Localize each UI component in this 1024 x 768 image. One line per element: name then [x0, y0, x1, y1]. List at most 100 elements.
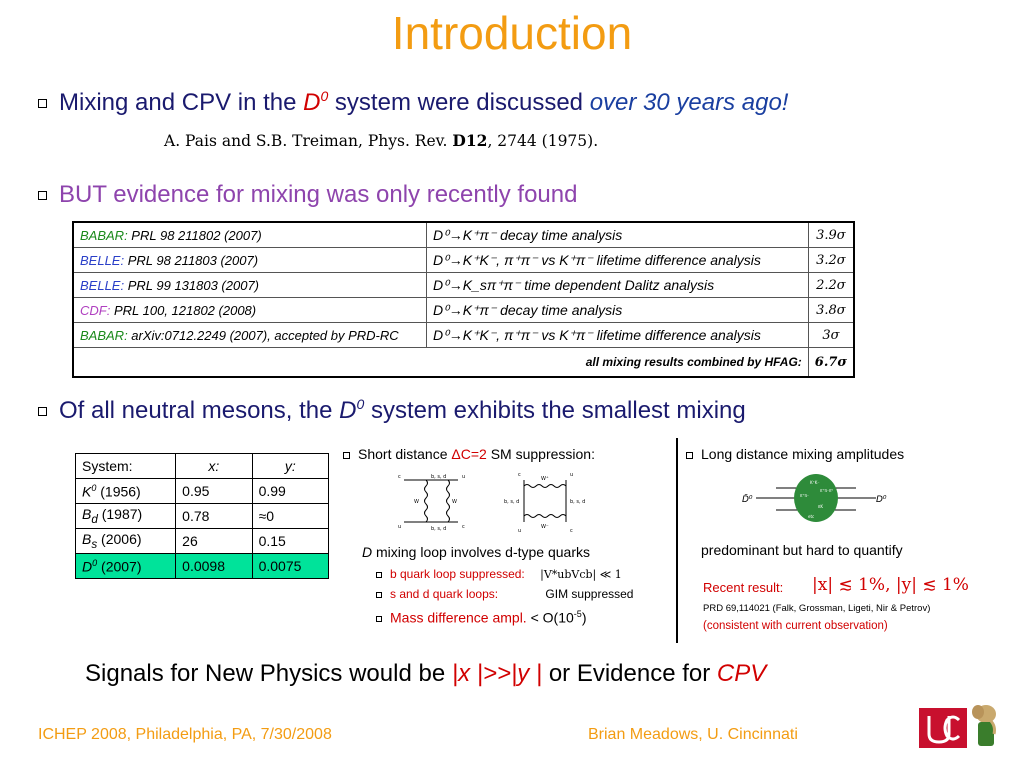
- system-cell: Bd (1987): [74, 503, 177, 529]
- x-value: 0.78: [175, 503, 253, 529]
- prd-reference: PRD 69,114021 (Falk, Grossman, Ligeti, N…: [703, 603, 931, 614]
- publication-ref: PRL 98 211802 (2007): [127, 227, 262, 243]
- significance: 3.8σ: [807, 297, 855, 323]
- analysis-description: D⁰→K⁺π⁻ decay time analysis: [426, 221, 809, 248]
- publication-ref: PRL 99 131803 (2007): [124, 277, 260, 293]
- significance: 3.2σ: [807, 247, 855, 273]
- s-d-quark-loops: s and d quark loops: GIM suppressed: [376, 587, 633, 601]
- label-c: c: [462, 524, 465, 530]
- mixing-table-body: K0 (1956) 0.95 0.99 Bd (1987) 0.78 ≈0 Bs (2006…: [74, 478, 330, 579]
- uc-logo-icon: [927, 715, 961, 744]
- long-distance-diagram: D̄⁰ D⁰ K⁺K⁻ π⁺π⁻ π⁺π⁻π⁰ πK etc: [742, 474, 887, 522]
- section-divider: [676, 438, 678, 643]
- label-bsd: b, s, d: [431, 474, 446, 480]
- elephant-mascot-icon: [972, 705, 996, 746]
- consistent-note: (consistent with current observation): [703, 620, 888, 632]
- analysis-description: D⁰→K_sπ⁺π⁻ time dependent Dalitz analysi…: [426, 272, 809, 298]
- label-bsd: b, s, d: [570, 499, 585, 505]
- experiment-name: BABAR:: [80, 327, 128, 343]
- significance: 2.2σ: [807, 272, 855, 298]
- x-value: 0.95: [175, 478, 253, 504]
- reference-pais-treiman: A. Pais and S.B. Treiman, Phys. Rev. D12…: [164, 131, 599, 150]
- label-wminus: W⁻: [541, 524, 549, 530]
- analysis-description: D⁰→K⁺K⁻, π⁺π⁻ vs K⁺π⁻ lifetime differenc…: [426, 322, 809, 348]
- box-diagram-1: [404, 479, 458, 523]
- mixing-row: D0 (2007) 0.0098 0.0075: [74, 553, 330, 579]
- box-diagrams: b, s, d b, s, d W W c u u c W⁺ W⁻ b, s, …: [398, 472, 585, 534]
- slide-title: Introduction: [391, 7, 633, 59]
- system-symbol: B: [82, 506, 92, 523]
- mass-difference: Mass difference ampl. < O(10-5): [376, 609, 586, 626]
- result-reference: BELLE: PRL 99 131803 (2007): [72, 272, 427, 298]
- bullet-square-icon: [343, 451, 350, 459]
- significance: 3.9σ: [807, 221, 855, 248]
- footer-conference: ICHEP 2008, Philadelphia, PA, 7/30/2008: [38, 726, 332, 743]
- label-u: u: [462, 474, 465, 480]
- system-symbol: D: [82, 558, 93, 575]
- combined-row: all mixing results combined by HFAG: 6.7σ: [72, 347, 855, 378]
- result-reference: BABAR: PRL 98 211802 (2007): [72, 221, 427, 248]
- long-distance-label: Long distance mixing amplitudes: [686, 446, 904, 462]
- discovery-year: (2007): [97, 558, 142, 575]
- label-c: c: [570, 528, 573, 534]
- system-cell: D0 (2007): [74, 553, 177, 579]
- system-subscript: d: [91, 512, 98, 526]
- analysis-description: D⁰→K⁺K⁻, π⁺π⁻ vs K⁺π⁻ lifetime differenc…: [426, 247, 809, 273]
- label-u: u: [570, 472, 573, 478]
- bullet-mixing-cpv: Mixing and CPV in the D0 system were dis…: [38, 88, 788, 117]
- combined-significance: 6.7σ: [807, 347, 855, 378]
- recent-result-label: Recent result:: [703, 580, 784, 595]
- system-superscript: 0: [91, 482, 97, 493]
- label-pipipi: π⁺π⁻π⁰: [820, 488, 833, 493]
- label-w: W: [452, 499, 457, 505]
- analysis-description: D⁰→K⁺π⁻ decay time analysis: [426, 297, 809, 323]
- uc-logo: [919, 708, 967, 748]
- mixing-results-table: BABAR: PRL 98 211802 (2007) D⁰→K⁺π⁻ decay…: [72, 221, 855, 378]
- result-row: CDF: PRL 100, 121802 (2008) D⁰→K⁺π⁻ decay…: [72, 297, 855, 323]
- label-bsd: b, s, d: [504, 499, 519, 505]
- label-wplus: W⁺: [541, 476, 549, 482]
- y-value: ≈0: [251, 503, 330, 529]
- bullet-square-icon: [686, 451, 693, 459]
- label-u: u: [398, 524, 401, 530]
- bullet-square-icon: [38, 99, 47, 109]
- system-cell: Bs (2006): [74, 528, 177, 554]
- label-d0: D⁰: [876, 495, 887, 505]
- header-y: y:: [251, 453, 330, 479]
- discovery-year: (1987): [97, 506, 143, 523]
- label-etc: etc: [808, 514, 814, 519]
- result-reference: CDF: PRL 100, 121802 (2008): [72, 297, 427, 323]
- results-body: BABAR: PRL 98 211802 (2007) D⁰→K⁺π⁻ decay…: [72, 221, 855, 378]
- result-row: BABAR: arXiv:0712.2249 (2007), accepted …: [72, 322, 855, 348]
- bullet-evidence: BUT evidence for mixing was only recentl…: [38, 181, 577, 209]
- box-diagram-2: [523, 480, 567, 522]
- mixing-row: Bd (1987) 0.78 ≈0: [74, 503, 330, 529]
- y-value: 0.15: [251, 528, 330, 554]
- y-value: 0.0075: [251, 553, 330, 579]
- bullet-square-icon: [376, 591, 382, 598]
- bullet-square-icon: [376, 571, 382, 578]
- label-c: c: [398, 474, 401, 480]
- publication-ref: arXiv:0712.2249 (2007), accepted by PRD-…: [127, 327, 399, 343]
- bullet-square-icon: [376, 615, 382, 622]
- x-value: 0.0098: [175, 553, 253, 579]
- label-pipi: π⁺π⁻: [800, 493, 809, 498]
- bullet-square-icon: [38, 407, 47, 417]
- significance: 3σ: [807, 322, 855, 348]
- experiment-name: BELLE:: [80, 277, 125, 293]
- label-kk: K⁺K⁻: [810, 480, 819, 485]
- mixing-row: Bs (2006) 26 0.15: [74, 528, 330, 554]
- label-w: W: [414, 499, 419, 505]
- result-reference: BELLE: PRL 98 211803 (2007): [72, 247, 427, 273]
- x-value: 26: [175, 528, 253, 554]
- y-value: 0.99: [251, 478, 330, 504]
- header-system: System:: [74, 453, 177, 479]
- system-cell: K0 (1956): [74, 478, 177, 504]
- mixing-parameters-table: System: x: y: K0 (1956) 0.95 0.99 Bd (1987)…: [74, 453, 330, 579]
- system-symbol: K: [82, 483, 92, 500]
- result-row: BELLE: PRL 99 131803 (2007) D⁰→K_sπ⁺π⁻ ti…: [72, 272, 855, 298]
- result-row: BABAR: PRL 98 211802 (2007) D⁰→K⁺π⁻ decay…: [72, 221, 855, 248]
- gim-suppressed: GIM suppressed: [545, 587, 634, 601]
- discovery-year: (2006): [97, 531, 142, 548]
- footer-author: Brian Meadows, U. Cincinnati: [588, 726, 798, 743]
